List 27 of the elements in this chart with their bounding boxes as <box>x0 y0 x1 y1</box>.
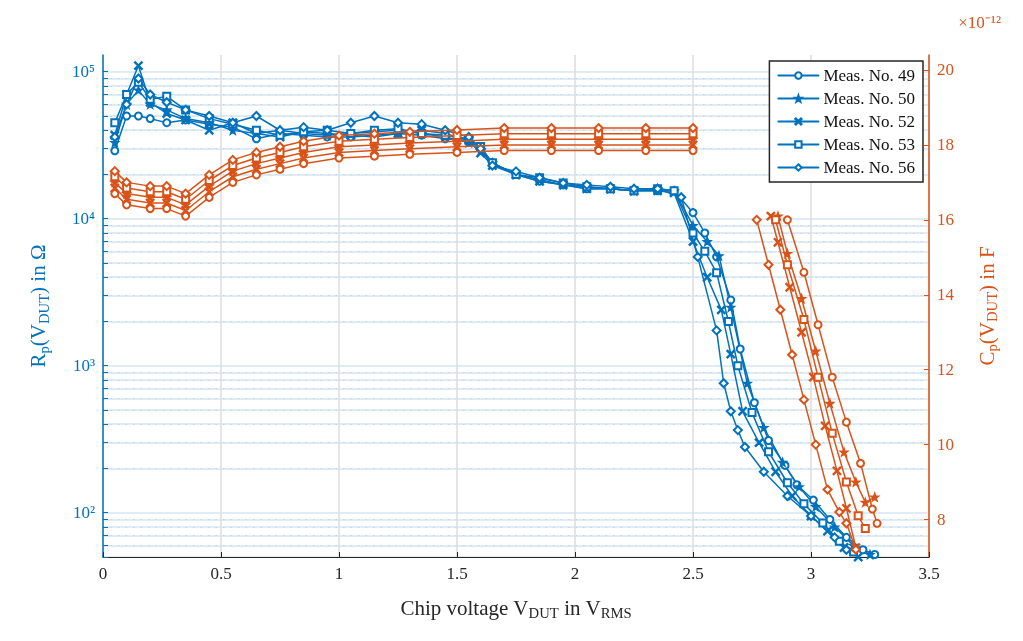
y2-tick-label: 18 <box>937 135 954 155</box>
x-tick-label: 0.5 <box>210 564 232 583</box>
legend-label: Meas. No. 53 <box>823 135 916 154</box>
legend-label: Meas. No. 52 <box>823 112 916 131</box>
y2-tick-label: 14 <box>937 285 955 305</box>
y2-tick-label: 10 <box>937 435 954 455</box>
text: ×10⁻¹² <box>958 13 1001 32</box>
x-tick-label: 1.5 <box>446 564 468 583</box>
y2-axis-title: Cp(VDUT) in F <box>974 246 1000 366</box>
x-tick-label: 1 <box>334 564 344 583</box>
y-tick-label: 10² <box>72 503 95 523</box>
x-tick-label: 3 <box>806 564 816 583</box>
legend-label: Meas. No. 56 <box>823 158 916 177</box>
y-tick-label: 10⁴ <box>72 209 96 229</box>
y-axis-title: Rp(VDUT) in Ω <box>26 244 52 368</box>
y2-tick-label: 8 <box>937 510 946 530</box>
x-tick-label: 2.5 <box>682 564 704 583</box>
x-tick-label: 3.5 <box>918 564 940 583</box>
y-tick-label: 10³ <box>72 356 95 376</box>
y2-tick-label: 12 <box>937 360 954 380</box>
y-tick-label: 10⁵ <box>72 62 96 82</box>
x-tick-label: 0 <box>98 564 108 583</box>
y2-tick-label: 20 <box>937 60 954 80</box>
x-tick-label: 2 <box>570 564 580 583</box>
legend-label: Meas. No. 50 <box>823 89 916 108</box>
legend-label: Meas. No. 49 <box>823 66 916 85</box>
y2-tick-label: 16 <box>937 210 954 230</box>
